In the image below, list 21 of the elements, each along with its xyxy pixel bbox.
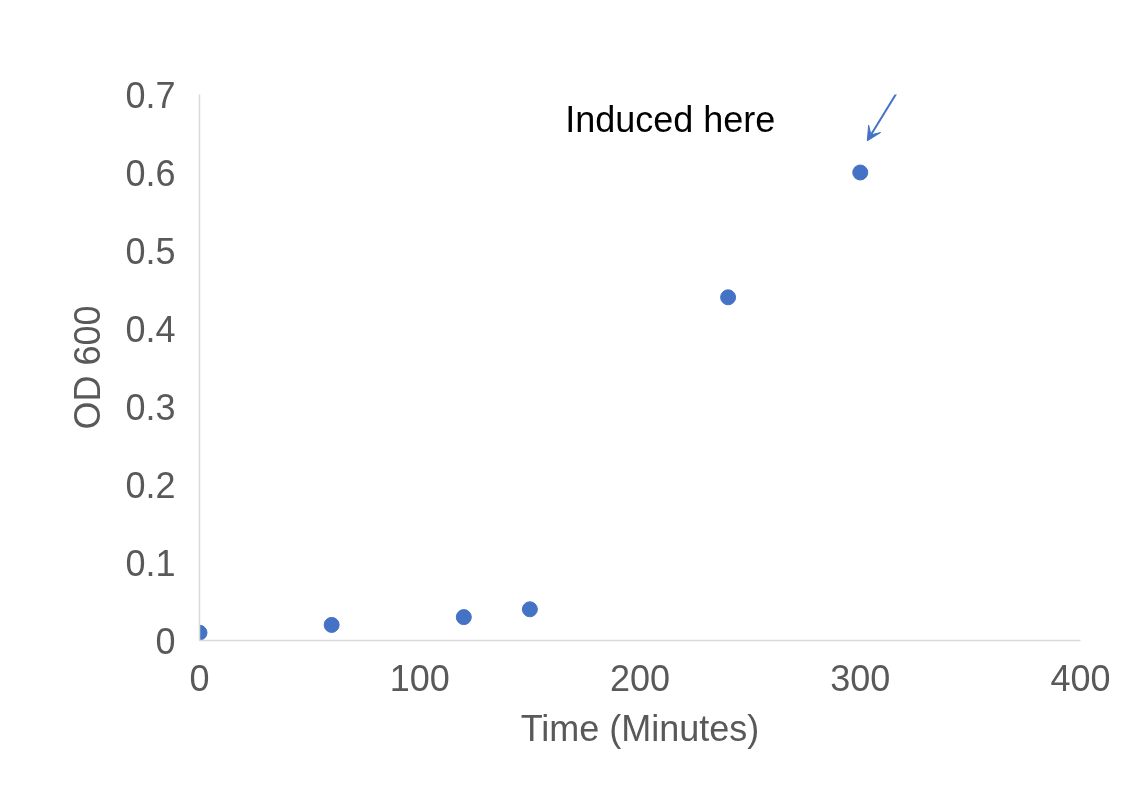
point	[720, 289, 737, 306]
point	[323, 616, 340, 633]
point	[852, 164, 869, 181]
y-tick-label: 0.6	[125, 152, 176, 194]
y-tick-label: 0.3	[125, 386, 176, 428]
point	[455, 609, 472, 626]
y-tick-label: 0.2	[125, 464, 176, 506]
x-tick-label: 400	[1050, 657, 1111, 699]
y-axis-title: OD 600	[67, 305, 109, 430]
annotation: Induced here	[565, 99, 776, 140]
x-tick-label: 100	[389, 657, 450, 699]
x-tick-label: 200	[609, 657, 671, 699]
x-tick-label: 0	[189, 657, 210, 699]
y-tick-label: 0.7	[125, 74, 176, 116]
y-tick-label: 0	[155, 620, 176, 662]
y-tick-label: 0.4	[125, 308, 176, 350]
y-tick-label: 0.1	[125, 542, 176, 584]
y-tick-label: 0.5	[125, 230, 176, 272]
x-tick-label: 300	[830, 657, 891, 699]
point	[521, 601, 538, 618]
x-axis-title: Time (Minutes)	[520, 707, 760, 749]
